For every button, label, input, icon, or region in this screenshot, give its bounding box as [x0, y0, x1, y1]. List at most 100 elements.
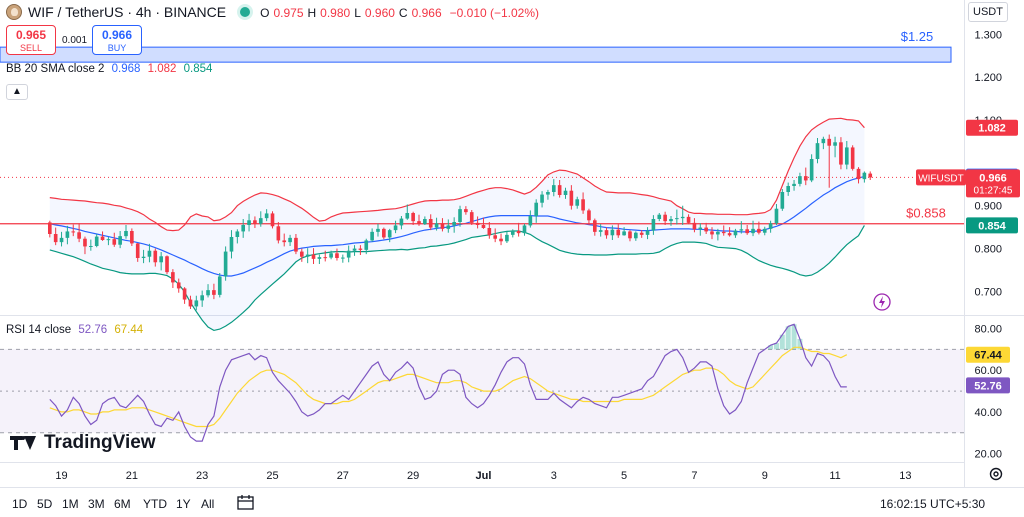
candle-body	[147, 250, 152, 257]
candle	[803, 167, 808, 186]
range-button-1m[interactable]: 1M	[62, 497, 79, 511]
bb-upper-tag[interactable]: 1.082	[966, 119, 1018, 136]
rsi-ma-tag[interactable]: 67.44	[966, 346, 1010, 363]
candle	[581, 192, 585, 214]
range-button-all[interactable]: All	[201, 497, 215, 511]
calendar-icon[interactable]	[236, 495, 256, 511]
bb-lower-tag-text: 0.854	[978, 220, 1006, 232]
chart-canvas[interactable]: $1.25$0.858 1.3001.2001.1000.9000.8000.7…	[0, 0, 1024, 487]
candle-body	[358, 248, 363, 250]
buy-button[interactable]: 0.966 BUY	[92, 25, 142, 55]
candle-body	[522, 225, 527, 234]
candle	[335, 248, 339, 261]
candle	[165, 255, 169, 275]
bb-legend-name: BB 20 SMA close 2	[6, 63, 105, 75]
candle-body	[721, 231, 726, 234]
candle	[94, 234, 99, 248]
candle	[188, 295, 193, 309]
candle-body	[229, 237, 234, 252]
candle-body	[815, 143, 820, 159]
symbol-title[interactable]: WIF / TetherUS · 4h · BINANCE	[28, 4, 227, 20]
gear-icon[interactable]	[988, 466, 1004, 482]
range-button-1y[interactable]: 1Y	[176, 497, 191, 511]
rsi-tag[interactable]: 52.76	[966, 377, 1010, 394]
candle-body	[692, 222, 697, 230]
candle	[405, 204, 410, 220]
rsi-tag-text: 52.76	[974, 380, 1002, 392]
candle	[751, 220, 755, 237]
countdown-text: 01:27:45	[974, 185, 1013, 196]
candle-body	[809, 159, 814, 181]
candle	[862, 171, 867, 183]
candle-body	[528, 216, 533, 226]
candle	[446, 219, 451, 233]
candle-body	[833, 142, 837, 146]
candle-body	[575, 199, 580, 206]
candle-body	[299, 251, 304, 257]
candle-body	[288, 237, 292, 243]
candle	[844, 141, 849, 170]
candle	[616, 224, 621, 238]
candle	[258, 211, 263, 227]
resistance-zone[interactable]	[0, 46, 952, 63]
range-button-5d[interactable]: 5D	[37, 497, 53, 511]
collapse-legend-button[interactable]: ▲	[6, 84, 28, 100]
candle	[288, 234, 292, 246]
time-tick-label: 11	[829, 470, 840, 482]
range-button-1d[interactable]: 1D	[12, 497, 28, 511]
bottom-toolbar: 1D 5D 1M 3M 6M YTD 1Y All 16:02:15 UTC+5:30	[0, 487, 1024, 517]
candle-body	[850, 147, 855, 169]
range-button-ytd[interactable]: YTD	[143, 497, 167, 511]
lightning-icon[interactable]	[873, 293, 891, 311]
time-tick-label: 27	[337, 470, 349, 482]
candle-body	[423, 219, 427, 225]
candle	[634, 231, 638, 241]
bb-lower-tag[interactable]: 0.854	[966, 217, 1018, 234]
candle-body	[159, 256, 163, 263]
rsi-overbought-fill	[768, 324, 803, 350]
time-tick-label: 21	[126, 470, 138, 482]
candle	[786, 182, 791, 196]
candle-body	[587, 210, 591, 221]
ohlc-values: O 0.975 H 0.980 L 0.960 C 0.966 −0.010 (−1.02%)	[260, 5, 543, 20]
candle	[311, 248, 316, 264]
candle	[358, 245, 363, 255]
candle	[159, 252, 163, 271]
range-button-3m[interactable]: 3M	[88, 497, 105, 511]
candle	[675, 209, 679, 225]
buy-label: BUY	[107, 43, 127, 53]
bb-lower-tag-bg	[966, 217, 1018, 234]
candle-body	[604, 230, 609, 236]
sell-button[interactable]: 0.965 SELL	[6, 25, 56, 55]
candle-body	[352, 248, 357, 251]
clock[interactable]: 16:02:15 UTC+5:30	[880, 497, 986, 511]
candle	[305, 248, 310, 264]
candle-body	[47, 222, 52, 234]
currency-button[interactable]: USDT	[968, 2, 1008, 22]
candle-body	[610, 229, 615, 236]
candle	[440, 218, 445, 232]
candle	[622, 227, 626, 236]
candle	[551, 179, 556, 197]
candle	[481, 217, 486, 229]
candle-body	[65, 231, 70, 238]
bb-legend[interactable]: BB 20 SMA close 2 0.968 1.082 0.854	[6, 63, 216, 75]
candle-body	[112, 239, 117, 245]
bb-lower-value: 0.854	[183, 63, 213, 75]
candle-body	[434, 223, 439, 228]
candle-body	[94, 236, 99, 246]
time-tick-label: 9	[762, 470, 768, 482]
tradingview-logo[interactable]: TradingView	[10, 432, 156, 454]
candle	[124, 225, 128, 239]
candle-body	[534, 202, 539, 216]
range-button-6m[interactable]: 6M	[114, 497, 131, 511]
candle	[651, 215, 656, 235]
symbol-price-tag[interactable]: WIFUSDT	[916, 169, 966, 186]
candle	[598, 224, 603, 237]
candle-body	[798, 176, 802, 184]
rsi-legend[interactable]: RSI 14 close 52.76 67.44	[6, 324, 147, 336]
candle	[153, 248, 158, 267]
candle	[294, 234, 298, 255]
